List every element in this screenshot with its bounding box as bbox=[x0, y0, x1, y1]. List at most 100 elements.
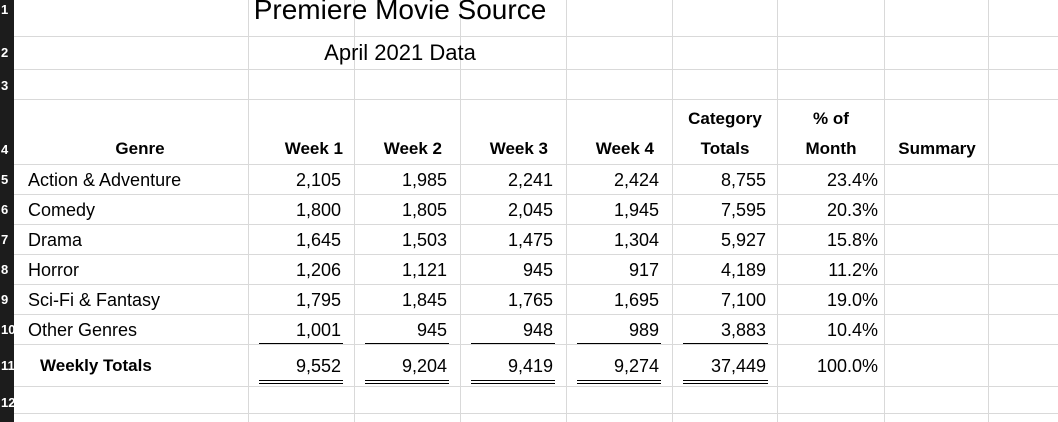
header-percent-line2[interactable]: Month bbox=[805, 139, 857, 158]
genre-cell[interactable]: Action & Adventure bbox=[28, 170, 182, 190]
header-week1[interactable]: Week 1 bbox=[284, 139, 343, 158]
gridline-horizontal bbox=[14, 344, 1058, 345]
single-underline bbox=[577, 343, 661, 344]
gridline-horizontal bbox=[14, 164, 1058, 165]
row-number-2[interactable]: 2 bbox=[1, 45, 9, 60]
double-underline bbox=[577, 380, 661, 381]
percent-cell[interactable]: 10.4% bbox=[826, 320, 878, 340]
week1-cell[interactable]: 1,800 bbox=[295, 200, 341, 220]
total-percent-cell[interactable]: 100.0% bbox=[816, 356, 878, 376]
double-underline bbox=[259, 383, 343, 384]
grand-total-cell[interactable]: 37,449 bbox=[710, 356, 766, 376]
sheet-title[interactable]: Premiere Movie Source bbox=[253, 0, 547, 25]
row-number-4[interactable]: 4 bbox=[1, 142, 9, 157]
week4-cell[interactable]: 1,695 bbox=[613, 290, 659, 310]
gridline-horizontal bbox=[14, 284, 1058, 285]
week3-total-cell[interactable]: 9,419 bbox=[507, 356, 553, 376]
week1-cell[interactable]: 1,206 bbox=[295, 260, 341, 280]
category-total-cell[interactable]: 3,883 bbox=[720, 320, 766, 340]
header-week2[interactable]: Week 2 bbox=[383, 139, 442, 158]
percent-cell[interactable]: 11.2% bbox=[828, 260, 878, 280]
double-underline bbox=[577, 383, 661, 384]
week1-total-cell[interactable]: 9,552 bbox=[295, 356, 341, 376]
week2-cell[interactable]: 945 bbox=[416, 320, 447, 340]
week1-cell[interactable]: 1,001 bbox=[295, 320, 341, 340]
week2-cell[interactable]: 1,121 bbox=[401, 260, 447, 280]
week3-cell[interactable]: 1,475 bbox=[507, 230, 553, 250]
genre-cell[interactable]: Drama bbox=[28, 230, 83, 250]
percent-cell[interactable]: 20.3% bbox=[826, 200, 878, 220]
double-underline bbox=[683, 383, 768, 384]
week4-cell[interactable]: 989 bbox=[628, 320, 659, 340]
week4-total-cell[interactable]: 9,274 bbox=[613, 356, 659, 376]
weekly-totals-label[interactable]: Weekly Totals bbox=[40, 356, 152, 375]
category-total-cell[interactable]: 4,189 bbox=[720, 260, 766, 280]
week4-cell[interactable]: 2,424 bbox=[613, 170, 659, 190]
week3-cell[interactable]: 2,045 bbox=[507, 200, 553, 220]
row-number-3[interactable]: 3 bbox=[1, 78, 9, 93]
week1-cell[interactable]: 1,645 bbox=[295, 230, 341, 250]
header-week4[interactable]: Week 4 bbox=[595, 139, 654, 158]
category-total-cell[interactable]: 7,100 bbox=[720, 290, 766, 310]
week3-cell[interactable]: 2,241 bbox=[507, 170, 553, 190]
single-underline bbox=[471, 343, 555, 344]
gridline-horizontal bbox=[14, 224, 1058, 225]
genre-cell[interactable]: Other Genres bbox=[28, 320, 138, 340]
double-underline bbox=[365, 383, 449, 384]
percent-cell[interactable]: 23.4% bbox=[826, 170, 878, 190]
week3-cell[interactable]: 948 bbox=[522, 320, 553, 340]
gridline-horizontal bbox=[14, 386, 1058, 387]
header-week3[interactable]: Week 3 bbox=[489, 139, 548, 158]
gridline-horizontal bbox=[14, 254, 1058, 255]
header-percent-line1[interactable]: % of bbox=[813, 109, 849, 128]
genre-cell[interactable]: Sci-Fi & Fantasy bbox=[28, 290, 161, 310]
row-number-12[interactable]: 12 bbox=[1, 395, 15, 410]
row-number-8[interactable]: 8 bbox=[1, 262, 9, 277]
header-category-line1[interactable]: Category bbox=[688, 109, 762, 128]
double-underline bbox=[471, 380, 555, 381]
week3-cell[interactable]: 1,765 bbox=[507, 290, 553, 310]
week2-cell[interactable]: 1,805 bbox=[401, 200, 447, 220]
week4-cell[interactable]: 1,304 bbox=[613, 230, 659, 250]
week4-cell[interactable]: 1,945 bbox=[613, 200, 659, 220]
week2-cell[interactable]: 1,845 bbox=[401, 290, 447, 310]
row-number-6[interactable]: 6 bbox=[1, 202, 9, 217]
percent-cell[interactable]: 19.0% bbox=[826, 290, 878, 310]
gridline-vertical bbox=[777, 0, 778, 422]
row-number-7[interactable]: 7 bbox=[1, 232, 9, 247]
gridline-horizontal bbox=[14, 194, 1058, 195]
header-genre[interactable]: Genre bbox=[115, 139, 165, 158]
category-total-cell[interactable]: 8,755 bbox=[720, 170, 766, 190]
sheet-subtitle[interactable]: April 2021 Data bbox=[324, 40, 476, 65]
gridline-vertical bbox=[566, 0, 567, 422]
week2-total-cell[interactable]: 9,204 bbox=[401, 356, 447, 376]
week2-cell[interactable]: 1,985 bbox=[401, 170, 447, 190]
row-number-11[interactable]: 11 bbox=[1, 358, 15, 373]
row-number-1[interactable]: 1 bbox=[1, 2, 9, 17]
single-underline bbox=[683, 343, 768, 344]
double-underline bbox=[471, 383, 555, 384]
category-total-cell[interactable]: 5,927 bbox=[720, 230, 766, 250]
row-number-10[interactable]: 10 bbox=[1, 322, 15, 337]
row-number-9[interactable]: 9 bbox=[1, 292, 9, 307]
category-total-cell[interactable]: 7,595 bbox=[720, 200, 766, 220]
week4-cell[interactable]: 917 bbox=[628, 260, 659, 280]
gridline-horizontal bbox=[14, 69, 1058, 70]
double-underline bbox=[259, 380, 343, 381]
percent-cell[interactable]: 15.8% bbox=[826, 230, 878, 250]
row-header-column: 1 2 3 4 5 6 7 8 9 10 11 12 bbox=[0, 0, 15, 422]
double-underline bbox=[365, 380, 449, 381]
header-summary[interactable]: Summary bbox=[898, 139, 976, 158]
week2-cell[interactable]: 1,503 bbox=[401, 230, 447, 250]
gridline-vertical bbox=[460, 0, 461, 422]
week1-cell[interactable]: 2,105 bbox=[295, 170, 341, 190]
week3-cell[interactable]: 945 bbox=[522, 260, 553, 280]
row-number-5[interactable]: 5 bbox=[1, 172, 9, 187]
genre-cell[interactable]: Comedy bbox=[28, 200, 96, 220]
header-category-line2[interactable]: Totals bbox=[700, 139, 750, 158]
genre-cell[interactable]: Horror bbox=[28, 260, 80, 280]
double-underline bbox=[683, 380, 768, 381]
gridline-vertical bbox=[248, 0, 249, 422]
week1-cell[interactable]: 1,795 bbox=[295, 290, 341, 310]
